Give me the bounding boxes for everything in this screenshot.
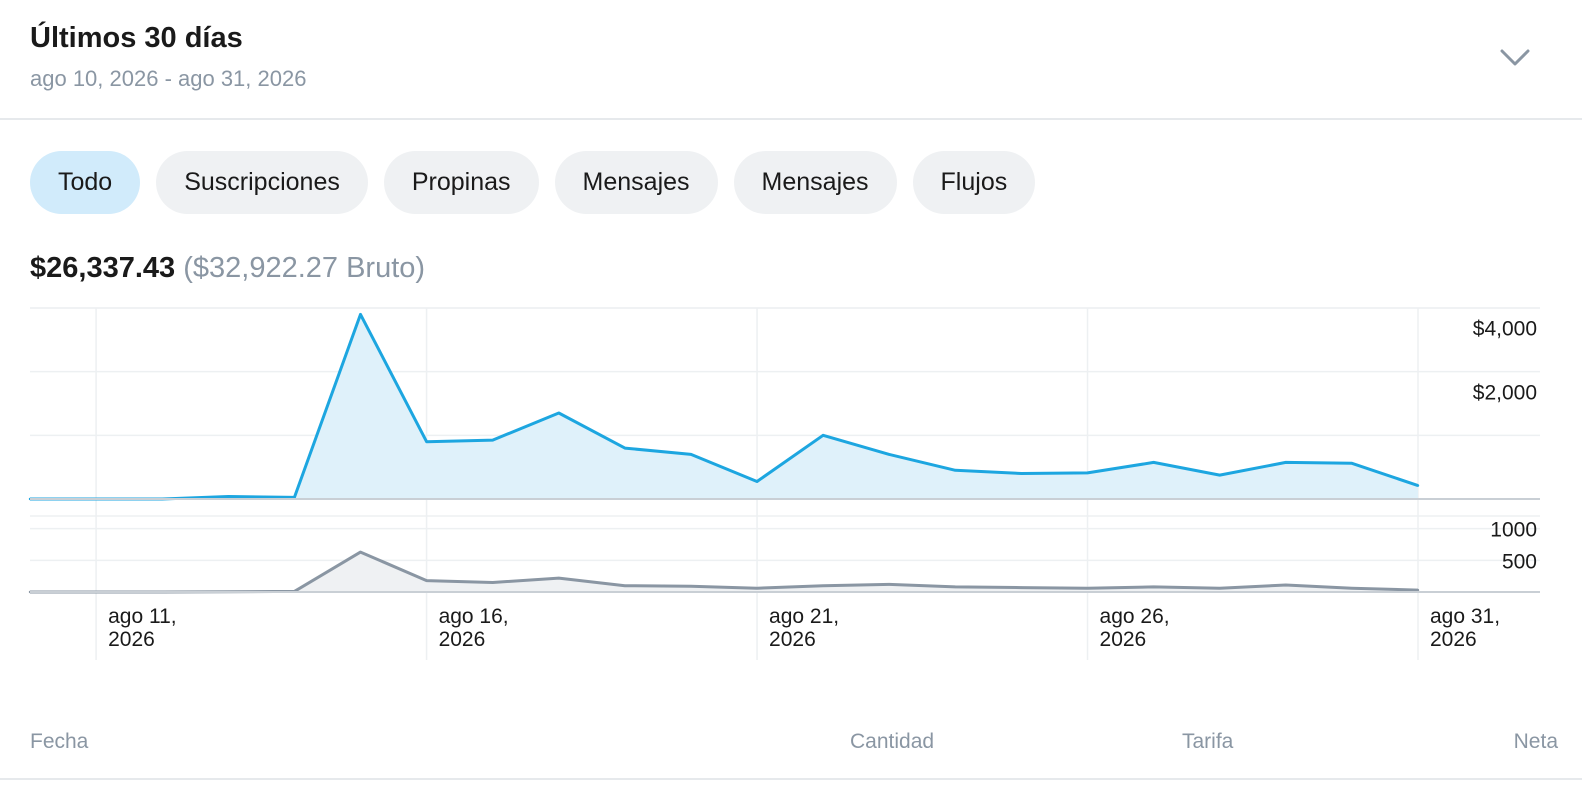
category-tabs: Todo Suscripciones Propinas Mensajes Men…	[30, 151, 1036, 214]
x-tick-label: ago 16,	[439, 605, 509, 628]
net-data-point	[1350, 462, 1354, 465]
volume-area	[30, 552, 1418, 592]
tab-mensajes-2[interactable]: Mensajes	[733, 151, 897, 214]
net-data-point	[623, 446, 627, 450]
table-header: Fecha Cantidad Tarifa Neta	[0, 720, 1582, 780]
net-data-point	[1020, 472, 1023, 475]
volume-data-point	[623, 584, 627, 587]
column-header-cantidad[interactable]: Cantidad	[850, 730, 935, 753]
volume-series-line	[30, 550, 1419, 594]
volume-data-point	[359, 550, 362, 554]
earnings-summary: $26,337.43 ($32,922.27 Bruto)	[30, 252, 425, 285]
volume-data-point	[755, 587, 759, 590]
column-header-fecha[interactable]: Fecha	[30, 730, 89, 753]
volume-data-point	[1086, 587, 1089, 590]
net-data-point	[1152, 461, 1155, 464]
net-data-point	[491, 438, 494, 442]
volume-data-point	[1020, 586, 1023, 589]
column-header-tarifa[interactable]: Tarifa	[1182, 730, 1234, 753]
x-tick-label-year: 2026	[108, 628, 155, 651]
net-data-point	[557, 411, 560, 415]
net-data-point	[1218, 473, 1221, 477]
net-data-point	[1284, 461, 1288, 464]
net-data-point	[1086, 471, 1089, 475]
net-data-point	[689, 453, 693, 456]
net-data-point	[227, 495, 230, 498]
period-title: Últimos 30 días	[30, 22, 243, 54]
period-header[interactable]: Últimos 30 días ago 10, 2026 - ago 31, 2…	[0, 0, 1582, 120]
x-tick-label: ago 26,	[1100, 605, 1170, 628]
net-data-point	[888, 453, 891, 456]
net-data-point	[1416, 484, 1420, 487]
x-tick-label-year: 2026	[1100, 628, 1147, 651]
volume-data-point	[1152, 585, 1155, 589]
x-tick-label: ago 21,	[769, 605, 839, 628]
volume-data-point	[491, 581, 494, 584]
net-data-point	[359, 313, 362, 316]
y-tick-label: 500	[1502, 550, 1537, 573]
volume-data-point	[954, 585, 957, 589]
volume-data-point	[821, 584, 825, 587]
volume-data-point	[1416, 588, 1420, 592]
column-header-neta[interactable]: Neta	[1513, 730, 1558, 753]
net-data-point	[425, 440, 428, 443]
net-area	[30, 314, 1418, 499]
net-data-point	[821, 434, 825, 437]
x-tick-label-year: 2026	[439, 628, 486, 651]
gross-total: ($32,922.27 Bruto)	[183, 252, 426, 284]
volume-data-point	[425, 579, 428, 582]
net-total: $26,337.43	[30, 252, 176, 284]
period-date-range: ago 10, 2026 - ago 31, 2026	[30, 66, 307, 91]
x-tick-label-year: 2026	[769, 628, 816, 651]
y-tick-label: $4,000	[1473, 318, 1537, 341]
tab-todo[interactable]: Todo	[30, 151, 141, 214]
x-tick-label: ago 31,	[1430, 605, 1500, 628]
x-tick-label-year: 2026	[1430, 628, 1477, 651]
y-tick-label: 1000	[1490, 519, 1537, 542]
tab-mensajes[interactable]: Mensajes	[554, 151, 718, 214]
tab-flujos[interactable]: Flujos	[912, 151, 1036, 214]
net-data-point	[954, 469, 957, 472]
tab-suscripciones[interactable]: Suscripciones	[156, 151, 368, 214]
y-tick-label: $2,000	[1473, 381, 1537, 404]
volume-data-point	[1218, 587, 1221, 590]
tab-propinas[interactable]: Propinas	[383, 151, 539, 214]
volume-data-point	[1350, 587, 1354, 590]
volume-data-point	[689, 585, 693, 588]
volume-data-point	[888, 583, 891, 586]
net-data-point	[755, 480, 759, 483]
volume-data-point	[1284, 583, 1288, 587]
net-series-line	[30, 312, 1419, 501]
chevron-down-icon[interactable]	[1498, 40, 1532, 74]
volume-data-point	[557, 576, 560, 580]
x-tick-label: ago 11,	[108, 605, 177, 628]
